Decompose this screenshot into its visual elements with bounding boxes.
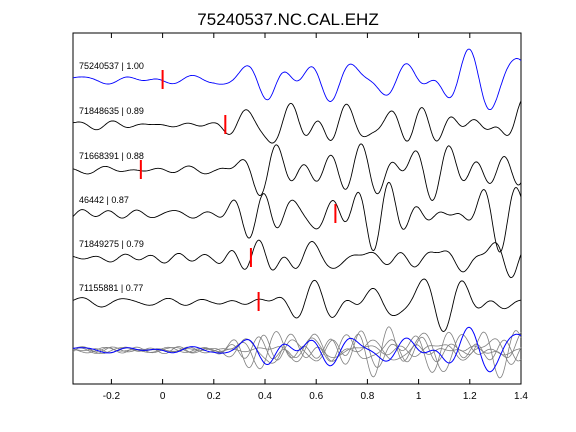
waveform-line (72, 100, 522, 144)
x-tick-label: 0 (160, 391, 166, 402)
trace-label: 71848635 | 0.89 (79, 106, 144, 116)
trace-6: 71155881 | 0.77 (72, 278, 522, 332)
trace-1: 75240537 | 1.00 (72, 48, 522, 111)
plot-frame (72, 32, 522, 385)
stack-trace-3 (72, 326, 522, 379)
stack-reference-trace (72, 326, 522, 373)
x-tick-label: 1 (416, 391, 422, 402)
trace-label: 46442 | 0.87 (79, 195, 129, 205)
waveform-line (72, 48, 522, 111)
x-tick-label: 0.8 (360, 391, 374, 402)
trace-label: 71849275 | 0.79 (79, 239, 144, 249)
chart-title: 75240537.NC.CAL.EHZ (197, 10, 378, 29)
stack-trace-4 (72, 336, 522, 365)
waveform-line (72, 278, 522, 332)
trace-label: 71668391 | 0.88 (79, 151, 144, 161)
x-tick-label: 0.2 (207, 391, 221, 402)
x-tick-label: 1.4 (514, 391, 528, 402)
x-axis: -0.2 0 0.2 0.4 0.6 0.8 1 1.2 1.4 (103, 33, 528, 402)
waveform-line (72, 181, 522, 253)
stack-overlay (72, 326, 522, 379)
trace-5: 71849275 | 0.79 (72, 239, 522, 279)
x-tick-label: 1.2 (463, 391, 477, 402)
trace-label: 75240537 | 1.00 (79, 61, 144, 71)
stack-trace-5 (72, 332, 522, 373)
traces-layer: 75240537 | 1.00 71848635 | 0.89 71668391 |… (72, 48, 522, 332)
trace-label: 71155881 | 0.77 (79, 283, 143, 293)
trace-4: 46442 | 0.87 (72, 181, 522, 253)
x-tick-label: -0.2 (103, 391, 121, 402)
x-tick-label: 0.4 (258, 391, 272, 402)
waveform-line (72, 143, 522, 202)
trace-3: 71668391 | 0.88 (72, 143, 522, 202)
waveform-line (72, 239, 522, 279)
trace-2: 71848635 | 0.89 (72, 100, 522, 144)
x-tick-label: 0.6 (309, 391, 323, 402)
